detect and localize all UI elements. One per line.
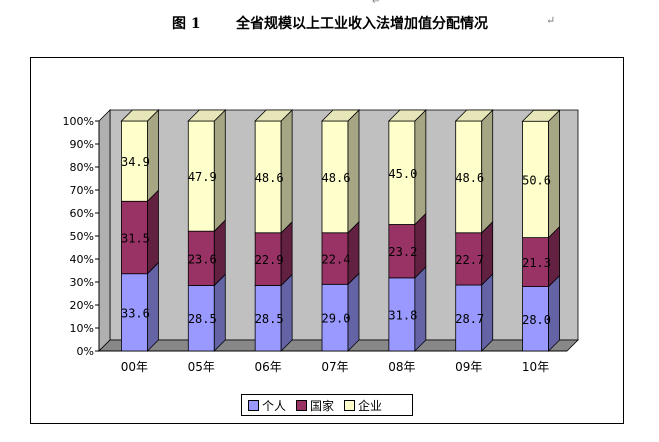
bar-data-label: 50.6	[522, 173, 551, 187]
x-tick-label: 10年	[522, 360, 549, 374]
y-tick-label: 20%	[70, 299, 94, 312]
y-tick-label: 30%	[70, 276, 94, 289]
x-tick-label: 09年	[455, 360, 482, 374]
bar-segment	[321, 120, 349, 234]
y-tick-label: 0%	[77, 345, 94, 358]
bar-segment	[321, 232, 349, 285]
legend-item-state: 国家	[296, 397, 334, 414]
bar-segment	[121, 120, 148, 202]
x-tick-label: 08年	[388, 360, 415, 374]
legend-item-enterprise: 企业	[344, 397, 382, 414]
bar-data-label: 48.6	[455, 171, 484, 185]
bar-data-label: 31.5	[121, 231, 150, 245]
y-tick-label: 60%	[70, 207, 94, 220]
plot-side-wall	[98, 109, 111, 352]
bar-data-label: 28.5	[255, 312, 284, 326]
bar-top-face	[521, 109, 561, 122]
bar-segment	[388, 120, 416, 225]
bar-data-label: 23.6	[188, 252, 217, 266]
bar-segment	[522, 237, 549, 288]
bar-data-label: 28.5	[188, 312, 217, 326]
bar-segment	[187, 230, 215, 286]
chart-frame	[30, 57, 624, 424]
bar-segment	[254, 232, 282, 286]
bar-top-face	[321, 109, 360, 122]
bar-data-label: 22.4	[322, 253, 351, 267]
y-tick-label: 50%	[70, 230, 94, 243]
legend-label-state: 国家	[310, 398, 335, 413]
bar-data-label: 22.7	[455, 253, 484, 267]
paragraph-mark: ↵	[546, 14, 556, 27]
bar-segment	[388, 277, 416, 352]
bar-top-face	[454, 109, 494, 122]
bar-data-label: 29.0	[322, 312, 351, 326]
bar-segment	[455, 284, 483, 352]
legend-swatch-state	[296, 399, 308, 411]
y-tick-label: 40%	[70, 253, 94, 266]
figure-title: 全省规模以上工业收入法增加值分配情况	[236, 16, 488, 32]
legend-swatch-enterprise	[344, 399, 356, 411]
bar-top-face	[120, 109, 160, 122]
bar-data-label: 34.9	[121, 155, 150, 169]
chart-legend: 个人 国家 企业	[241, 394, 413, 416]
bar-segment	[121, 200, 148, 275]
figure-title-row: 图 1 全省规模以上工业收入法增加值分配情况 ↵	[0, 13, 659, 35]
bar-data-label: 47.9	[188, 170, 217, 184]
legend-swatch-personal	[248, 399, 259, 411]
bar-data-label: 31.8	[388, 308, 417, 322]
bar-data-label: 48.6	[322, 171, 351, 185]
figure-label: 图 1	[172, 16, 201, 32]
bar-data-label: 28.7	[455, 312, 484, 326]
bar-data-label: 21.3	[522, 256, 551, 270]
x-tick-label: 00年	[121, 360, 148, 374]
bar-data-label: 22.9	[255, 253, 284, 267]
y-tick-label: 90%	[70, 138, 94, 151]
bar-data-label: 28.0	[522, 313, 551, 327]
bar-data-label: 45.0	[388, 167, 417, 181]
bar-data-label: 48.6	[255, 171, 284, 185]
bar-top-face	[254, 109, 294, 122]
bar-data-label: 23.2	[388, 245, 417, 259]
bar-top-face	[387, 109, 427, 122]
bar-data-label: 33.6	[121, 306, 150, 320]
top-paragraph-mark: ↵	[372, 0, 381, 7]
y-tick-label: 70%	[70, 184, 94, 197]
bar-segment	[522, 120, 549, 239]
y-tick-label: 100%	[63, 115, 94, 128]
y-tick-label: 10%	[70, 322, 94, 335]
x-tick-label: 06年	[255, 360, 282, 374]
legend-item-personal: 个人	[248, 397, 286, 414]
legend-label-personal: 个人	[262, 398, 287, 413]
bar-top-face	[187, 109, 227, 122]
x-tick-label: 07年	[321, 360, 348, 374]
bar-segment	[187, 285, 215, 352]
bar-segment	[121, 273, 148, 352]
y-tick-label: 80%	[70, 161, 94, 174]
legend-label-enterprise: 企业	[358, 398, 383, 413]
x-tick-label: 05年	[188, 360, 215, 374]
